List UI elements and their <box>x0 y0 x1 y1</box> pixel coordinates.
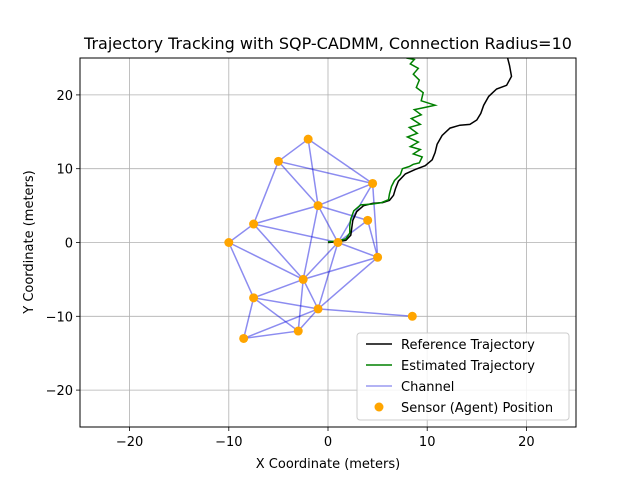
sensor-point <box>274 157 283 166</box>
y-tick-label: −10 <box>46 310 73 325</box>
sensor-point <box>333 238 342 247</box>
legend-label-sensor: Sensor (Agent) Position <box>401 401 553 416</box>
y-tick-label: 20 <box>56 89 73 104</box>
sensor-point <box>249 293 258 302</box>
sensor-point <box>299 275 308 284</box>
sensor-point <box>314 201 323 210</box>
sensor-point <box>304 135 313 144</box>
x-tick-label: 10 <box>419 435 436 450</box>
y-tick-label: 0 <box>65 237 73 252</box>
legend-label-estimated: Estimated Trajectory <box>401 359 535 374</box>
sensor-point <box>294 327 303 336</box>
y-tick-label: 10 <box>56 163 73 178</box>
x-tick-label: 0 <box>324 435 332 450</box>
y-tick-label: −20 <box>46 384 73 399</box>
chart-title: Trajectory Tracking with SQP-CADMM, Conn… <box>83 34 572 53</box>
x-tick-label: −10 <box>215 435 242 450</box>
sensor-point <box>373 253 382 262</box>
sensor-point <box>363 216 372 225</box>
sensor-point <box>224 238 233 247</box>
sensor-point <box>368 179 377 188</box>
y-axis-title: Y Coordinate (meters) <box>22 170 37 315</box>
x-tick-label: −20 <box>116 435 143 450</box>
legend-swatch-sensor <box>375 403 384 412</box>
legend-label-channel: Channel <box>401 380 454 395</box>
x-axis-title: X Coordinate (meters) <box>256 457 400 472</box>
legend: Reference Trajectory Estimated Trajector… <box>357 333 569 420</box>
sensor-point <box>239 334 248 343</box>
sensor-point <box>249 220 258 229</box>
legend-label-reference: Reference Trajectory <box>401 338 535 353</box>
x-tick-label: 20 <box>518 435 535 450</box>
sensor-point <box>314 304 323 313</box>
sensor-point <box>408 312 417 321</box>
